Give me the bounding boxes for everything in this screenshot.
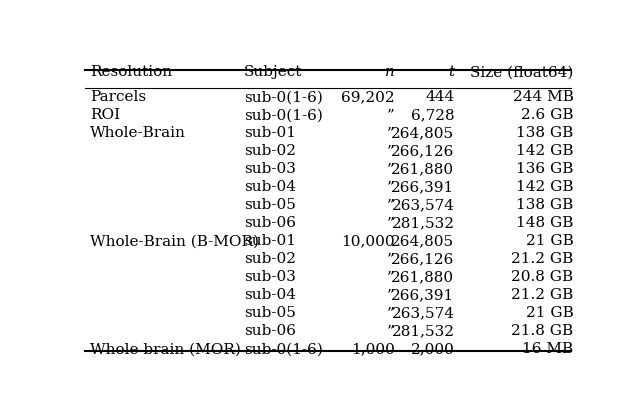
Text: sub-0(1-6): sub-0(1-6) <box>244 108 323 122</box>
Text: t: t <box>449 65 454 79</box>
Text: ”: ” <box>387 144 395 158</box>
Text: 261,880: 261,880 <box>391 162 454 176</box>
Text: 138 GB: 138 GB <box>516 198 573 212</box>
Text: 148 GB: 148 GB <box>516 216 573 230</box>
Text: sub-03: sub-03 <box>244 270 296 284</box>
Text: 264,805: 264,805 <box>391 126 454 140</box>
Text: sub-01: sub-01 <box>244 126 296 140</box>
Text: Size (float64): Size (float64) <box>470 65 573 79</box>
Text: Whole-Brain (B-MOR): Whole-Brain (B-MOR) <box>90 234 259 248</box>
Text: 261,880: 261,880 <box>391 270 454 284</box>
Text: sub-02: sub-02 <box>244 252 296 266</box>
Text: 10,000: 10,000 <box>341 234 395 248</box>
Text: ”: ” <box>387 270 395 284</box>
Text: 264,805: 264,805 <box>391 234 454 248</box>
Text: sub-01: sub-01 <box>244 234 296 248</box>
Text: 69,202: 69,202 <box>341 90 395 104</box>
Text: 16 MB: 16 MB <box>522 342 573 356</box>
Text: ”: ” <box>387 216 395 230</box>
Text: sub-06: sub-06 <box>244 216 296 230</box>
Text: 2,000: 2,000 <box>411 342 454 356</box>
Text: ROI: ROI <box>90 108 120 122</box>
Text: n: n <box>385 65 395 79</box>
Text: 263,574: 263,574 <box>392 198 454 212</box>
Text: 2.6 GB: 2.6 GB <box>521 108 573 122</box>
Text: Whole brain (MOR): Whole brain (MOR) <box>90 342 241 356</box>
Text: sub-05: sub-05 <box>244 306 296 320</box>
Text: 1,000: 1,000 <box>351 342 395 356</box>
Text: ”: ” <box>387 162 395 176</box>
Text: ”: ” <box>387 252 395 266</box>
Text: 142 GB: 142 GB <box>516 144 573 158</box>
Text: 142 GB: 142 GB <box>516 180 573 194</box>
Text: sub-02: sub-02 <box>244 144 296 158</box>
Text: 266,391: 266,391 <box>391 288 454 302</box>
Text: 136 GB: 136 GB <box>516 162 573 176</box>
Text: 21 GB: 21 GB <box>526 306 573 320</box>
Text: 21.2 GB: 21.2 GB <box>511 252 573 266</box>
Text: ”: ” <box>387 180 395 194</box>
Text: 444: 444 <box>425 90 454 104</box>
Text: 266,126: 266,126 <box>391 144 454 158</box>
Text: Whole-Brain: Whole-Brain <box>90 126 186 140</box>
Text: 21 GB: 21 GB <box>526 234 573 248</box>
Text: sub-03: sub-03 <box>244 162 296 176</box>
Text: sub-04: sub-04 <box>244 288 296 302</box>
Text: 6,728: 6,728 <box>411 108 454 122</box>
Text: 266,126: 266,126 <box>391 252 454 266</box>
Text: ”: ” <box>387 306 395 320</box>
Text: 21.2 GB: 21.2 GB <box>511 288 573 302</box>
Text: ”: ” <box>387 108 395 122</box>
Text: 244 MB: 244 MB <box>513 90 573 104</box>
Text: 20.8 GB: 20.8 GB <box>511 270 573 284</box>
Text: sub-04: sub-04 <box>244 180 296 194</box>
Text: Parcels: Parcels <box>90 90 146 104</box>
Text: ”: ” <box>387 288 395 302</box>
Text: ”: ” <box>387 324 395 338</box>
Text: ”: ” <box>387 126 395 140</box>
Text: Subject: Subject <box>244 65 302 79</box>
Text: 281,532: 281,532 <box>392 216 454 230</box>
Text: 21.8 GB: 21.8 GB <box>511 324 573 338</box>
Text: 138 GB: 138 GB <box>516 126 573 140</box>
Text: sub-05: sub-05 <box>244 198 296 212</box>
Text: ”: ” <box>387 198 395 212</box>
Text: 281,532: 281,532 <box>392 324 454 338</box>
Text: sub-0(1-6): sub-0(1-6) <box>244 90 323 104</box>
Text: Resolution: Resolution <box>90 65 172 79</box>
Text: 263,574: 263,574 <box>392 306 454 320</box>
Text: sub-06: sub-06 <box>244 324 296 338</box>
Text: 266,391: 266,391 <box>391 180 454 194</box>
Text: sub-0(1-6): sub-0(1-6) <box>244 342 323 356</box>
